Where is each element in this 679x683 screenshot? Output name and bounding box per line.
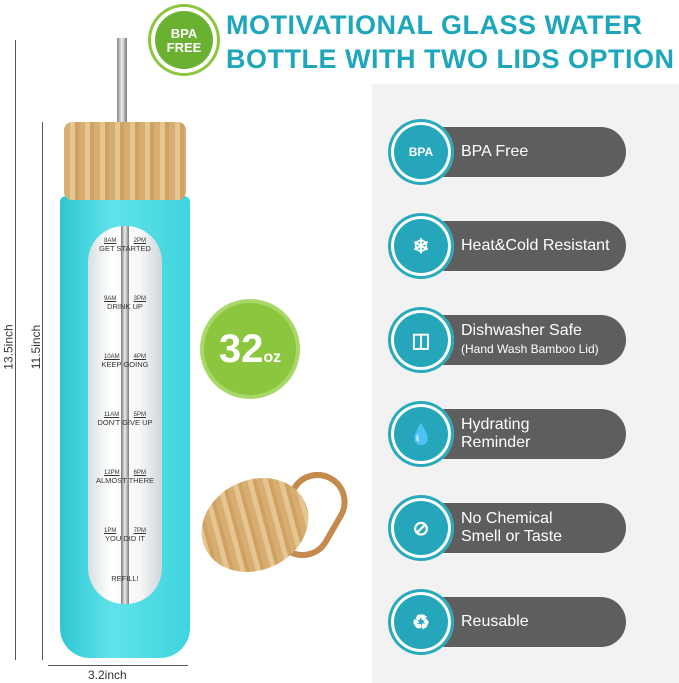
feature-pill: BPA Free bbox=[418, 127, 626, 177]
time-marking: 9AM 3PM DRINK UP bbox=[104, 296, 146, 311]
water-drops-icon: 💧 bbox=[388, 401, 454, 467]
straw bbox=[117, 38, 127, 128]
page-title: MOTIVATIONAL GLASS WATER BOTTLE WITH TWO… bbox=[226, 10, 675, 74]
body-height-dimension-line bbox=[42, 122, 43, 660]
feature-pill: No Chemical Smell or Taste bbox=[418, 503, 626, 553]
feature-item: BPA Free BPA bbox=[388, 119, 628, 185]
bamboo-lid bbox=[64, 122, 186, 200]
no-chemical-icon: ⊘ bbox=[388, 495, 454, 561]
feature-item: Dishwasher Safe (Hand Wash Bamboo Lid) ◫ bbox=[388, 307, 628, 373]
bpa-free-icon: BPA bbox=[388, 119, 454, 185]
capacity-badge: 32 oz bbox=[204, 303, 296, 395]
body-height-label: 11.5inch bbox=[29, 324, 44, 370]
width-label: 3.2inch bbox=[88, 668, 127, 682]
feature-item: No Chemical Smell or Taste ⊘ bbox=[388, 495, 628, 561]
feature-item: Heat&Cold Resistant ❄ bbox=[388, 213, 628, 279]
width-dimension-line bbox=[48, 665, 188, 666]
time-marking: 1PM 7PM YOU DID IT bbox=[104, 528, 146, 543]
feature-item: Hydrating Reminder 💧 bbox=[388, 401, 628, 467]
time-marking: 8AM 2PM GET STARTED bbox=[99, 238, 151, 253]
feature-item: Reusable ♻ bbox=[388, 589, 628, 655]
refill-label: REFILL! bbox=[111, 574, 139, 583]
bpa-free-badge: BPA FREE bbox=[148, 4, 220, 76]
time-marking: 11AM 5PM DON'T GIVE UP bbox=[97, 412, 153, 427]
dishwasher-icon: ◫ bbox=[388, 307, 454, 373]
inner-straw bbox=[121, 226, 129, 604]
time-marking: 12PM 6PM ALMOST THERE bbox=[95, 470, 155, 485]
recycle-icon: ♻ bbox=[388, 589, 454, 655]
total-height-label: 13.5inch bbox=[1, 324, 16, 370]
time-marking: 10AM 4PM KEEP GOING bbox=[101, 354, 149, 369]
bottle-window: 8AM 2PM GET STARTED 9AM 3PM DRINK UP 10AM 4PM KE… bbox=[88, 226, 162, 604]
height-dimension-line bbox=[15, 40, 16, 660]
heat-cold-icon: ❄ bbox=[388, 213, 454, 279]
